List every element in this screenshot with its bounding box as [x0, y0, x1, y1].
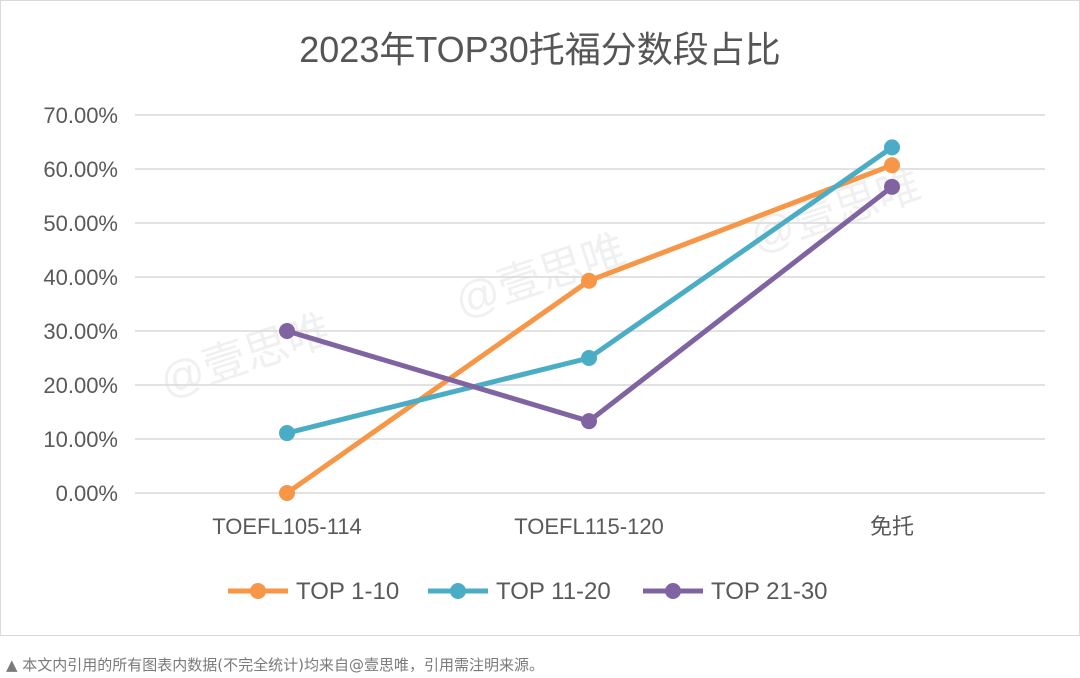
legend-marker-3 — [665, 583, 681, 599]
data-point-1 — [279, 485, 295, 501]
y-tick-label: 40.00% — [43, 265, 118, 290]
legend-label: TOP 11-20 — [496, 578, 611, 605]
legend-marker-1 — [250, 583, 266, 599]
y-tick-label: 20.00% — [43, 373, 118, 398]
data-point-2 — [279, 425, 295, 442]
data-point-2 — [581, 350, 597, 366]
x-tick-label: TOEFL105-114 — [212, 514, 362, 539]
y-tick-label: 30.00% — [43, 319, 118, 344]
y-tick-label: 50.00% — [43, 211, 118, 236]
data-point-3 — [581, 413, 597, 430]
data-point-1 — [581, 272, 597, 289]
line-chart: 2023年TOP30托福分数段占比@壹思唯@壹思唯@壹思唯0.00%10.00%… — [43, 29, 1045, 605]
y-tick-label: 0.00% — [56, 481, 118, 506]
data-point-1 — [884, 157, 900, 174]
y-tick-label: 60.00% — [43, 157, 118, 182]
data-point-2 — [884, 139, 900, 156]
series-line-2 — [286, 145, 894, 436]
legend-marker-2 — [450, 583, 466, 599]
legend-label: TOP 1-10 — [296, 578, 399, 605]
watermark: @壹思唯 — [154, 306, 337, 407]
legend-label: TOP 21-30 — [711, 578, 828, 605]
y-tick-label: 70.00% — [43, 103, 118, 128]
x-tick-label: 免托 — [870, 514, 914, 539]
chart-title: 2023年TOP30托福分数段占比 — [299, 29, 780, 70]
y-tick-label: 10.00% — [43, 427, 118, 452]
x-tick-label: TOEFL115-120 — [514, 514, 664, 539]
footnote: ▲ 本文内引用的所有图表内数据(不完全统计)均来自@壹思唯，引用需注明来源。 — [6, 656, 545, 674]
data-point-3 — [279, 323, 295, 339]
data-point-3 — [884, 178, 900, 195]
